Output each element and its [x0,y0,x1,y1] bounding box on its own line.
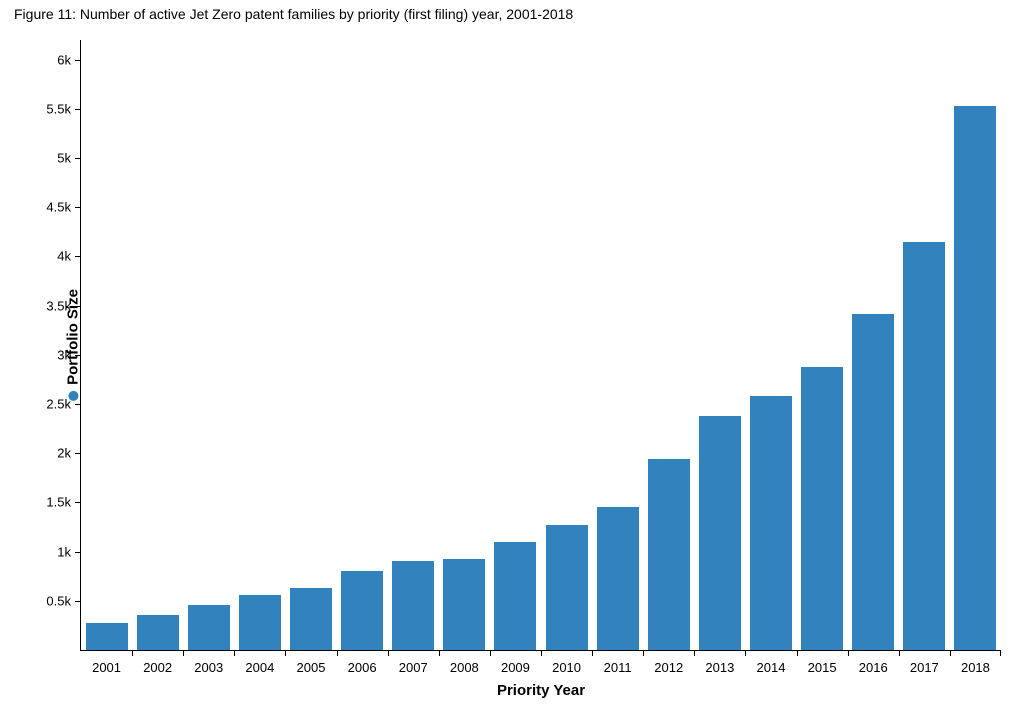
bar [86,623,128,650]
y-tick-label: 1k [57,544,81,559]
x-tick-label: 2009 [501,650,530,675]
x-tick [388,650,389,656]
x-tick-label: 2011 [604,650,632,675]
bar [801,367,843,650]
x-tick [541,650,542,656]
x-tick [899,650,900,656]
y-tick-label: 3.5k [46,298,81,313]
bar [290,588,332,650]
y-tick-label: 5.5k [46,101,81,116]
bar [239,595,281,650]
x-tick-label: 2001 [92,650,121,675]
y-tick-label: 2.5k [46,397,81,412]
x-tick [132,650,133,656]
x-tick [592,650,593,656]
x-tick [1000,650,1001,656]
bar [188,605,230,650]
y-tick-label: 6k [57,52,81,67]
x-tick [439,650,440,656]
x-tick-label: 2017 [910,650,939,675]
x-tick-label: 2018 [961,650,990,675]
x-tick-label: 2003 [194,650,223,675]
bar [648,459,690,650]
bar [137,615,179,650]
x-tick-label: 2015 [808,650,837,675]
y-tick-label: 0.5k [46,593,81,608]
x-tick [745,650,746,656]
y-tick-label: 1.5k [46,495,81,510]
x-tick [337,650,338,656]
x-tick-label: 2005 [297,650,326,675]
bar [954,106,996,650]
bar [699,416,741,650]
x-tick-label: 2016 [859,650,888,675]
x-tick-label: 2012 [654,650,683,675]
y-tick-label: 4k [57,249,81,264]
bar [546,525,588,650]
x-tick [643,650,644,656]
bar [597,507,639,650]
x-tick-label: 2014 [757,650,786,675]
x-tick-label: 2007 [399,650,428,675]
bar [903,242,945,650]
x-tick [285,650,286,656]
x-tick [490,650,491,656]
x-tick-label: 2010 [552,650,581,675]
bar [392,561,434,650]
chart-plot-area: Priority Year Portfolio Size 0.5k1k1.5k2… [80,40,1001,651]
x-tick [848,650,849,656]
bar [494,542,536,650]
x-tick-label: 2006 [348,650,377,675]
x-tick-label: 2004 [245,650,274,675]
x-tick [183,650,184,656]
x-tick [694,650,695,656]
x-tick [234,650,235,656]
x-tick [950,650,951,656]
y-tick-label: 3k [57,347,81,362]
figure-title: Figure 11: Number of active Jet Zero pat… [14,6,573,22]
bar [852,314,894,650]
y-tick-label: 5k [57,151,81,166]
y-tick-label: 4.5k [46,200,81,215]
bar [750,396,792,650]
x-tick-label: 2013 [705,650,734,675]
x-tick [797,650,798,656]
x-tick-label: 2002 [143,650,172,675]
x-axis-title: Priority Year [497,682,585,699]
x-tick-label: 2008 [450,650,479,675]
bar [443,559,485,651]
y-tick-label: 2k [57,446,81,461]
bar [341,571,383,650]
